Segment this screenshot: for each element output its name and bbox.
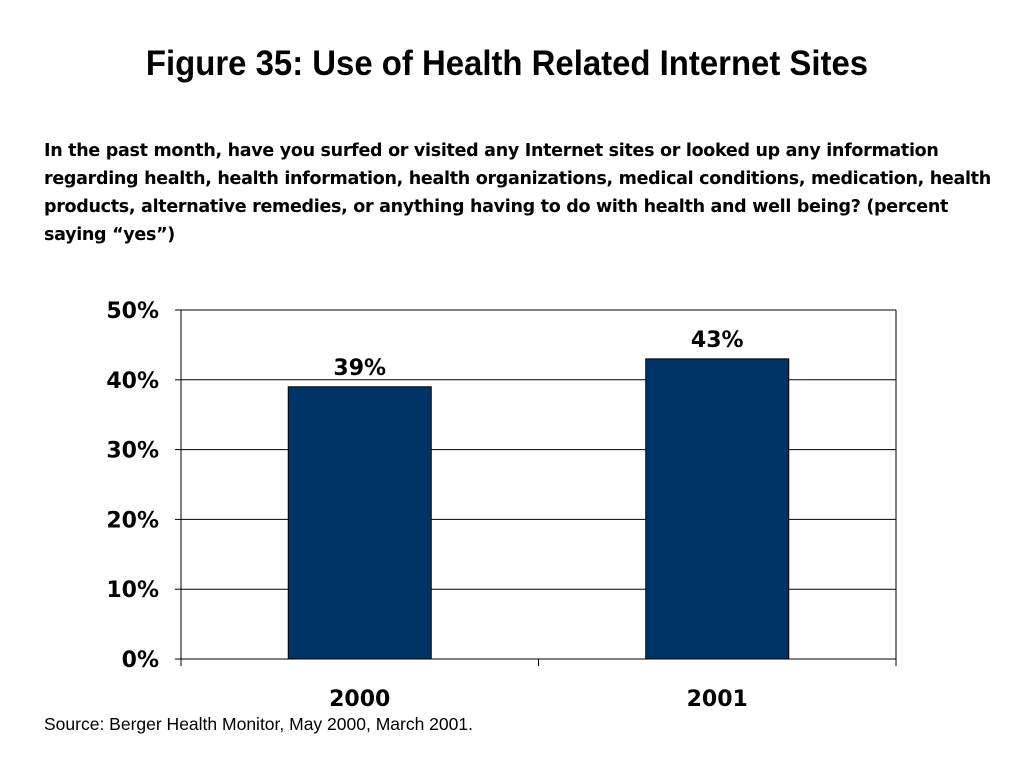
y-tick-label: 10% bbox=[106, 578, 159, 603]
data-label: 43% bbox=[691, 328, 744, 353]
source-note: Source: Berger Health Monitor, May 2000,… bbox=[44, 714, 473, 734]
slide-title: Figure 35: Use of Health Related Interne… bbox=[145, 44, 869, 83]
y-tick-label: 30% bbox=[106, 439, 159, 464]
y-tick-label: 0% bbox=[122, 648, 159, 673]
x-tick-label: 2001 bbox=[687, 687, 748, 712]
x-tick-label: 2000 bbox=[329, 687, 390, 712]
survey-question: In the past month, have you surfed or vi… bbox=[44, 141, 991, 245]
labels: 0% 10% 20% 30% 40% 50% 39% 2000 43% 2001 bbox=[106, 299, 748, 712]
bars bbox=[287, 358, 790, 660]
bar bbox=[287, 386, 432, 660]
data-label: 39% bbox=[333, 356, 386, 381]
y-tick-label: 40% bbox=[106, 369, 159, 394]
y-tick-label: 50% bbox=[106, 299, 159, 324]
axes bbox=[175, 309, 897, 666]
bar bbox=[645, 358, 790, 660]
y-tick-label: 20% bbox=[106, 508, 159, 533]
